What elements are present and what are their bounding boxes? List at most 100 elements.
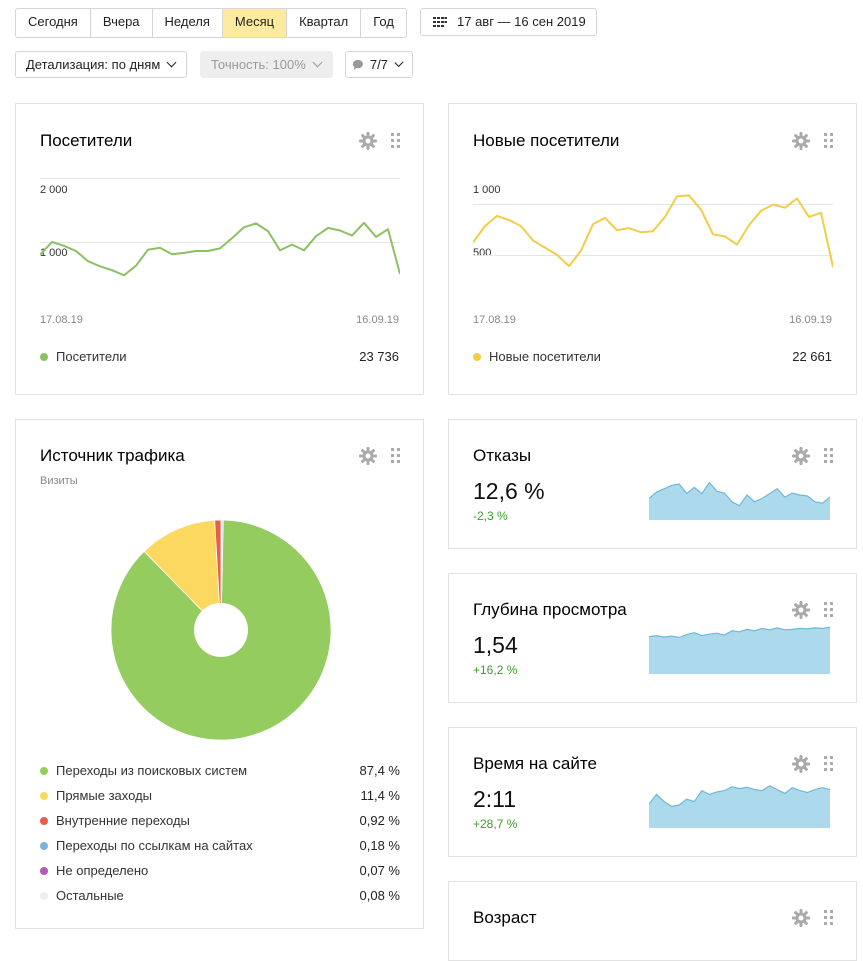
widget-tools [359,132,401,150]
time-title: Время на сайте [473,754,597,773]
drag-handle-icon[interactable] [824,756,834,772]
period-quarter-button[interactable]: Квартал [287,9,362,37]
new-visitors-legend: Новые посетители [473,349,601,364]
traffic-source-label: Прямые заходы [56,788,153,803]
drag-handle-icon[interactable] [391,133,401,149]
drag-handle-icon[interactable] [824,133,834,149]
series-line [40,221,400,277]
pie-slice [214,519,222,631]
traffic-source-row[interactable]: Переходы из поисковых систем 87,4 % [40,763,400,778]
widget-tools [792,755,834,773]
legend-dot [40,816,48,825]
gear-icon[interactable] [792,447,810,465]
detail-dropdown-label: Детализация: по дням [26,57,161,72]
legend-dot [40,866,48,875]
period-year-button[interactable]: Год [361,9,406,37]
drag-handle-icon[interactable] [824,602,834,618]
gear-icon[interactable] [792,601,810,619]
widget-tools [792,132,834,150]
traffic-source-widget: Источник трафика Визиты Переходы из поис… [15,419,424,929]
series-line [473,194,833,268]
new-visitors-widget: Новые посетители 1 000 500 17.08.19 16.0… [448,103,857,395]
y-tick-label: 1 000 [473,184,501,196]
traffic-source-label: Внутренние переходы [56,813,190,828]
sparkline-line [649,785,830,808]
bounce-sparkline [649,481,830,520]
time-sparkline [649,785,830,828]
gear-icon[interactable] [792,755,810,773]
comments-dropdown[interactable]: 7/7 [345,51,413,78]
visitors-title: Посетители [40,131,133,150]
depth-title: Глубина просмотра [473,600,627,619]
bounce-title: Отказы [473,446,532,465]
traffic-subtitle: Визиты [40,475,78,487]
x-end-date: 16.09.19 [789,314,832,326]
widget-tools [792,601,834,619]
widget-tools [359,447,401,465]
depth-delta: +16,2 % [473,663,518,677]
donut-hole [194,603,248,657]
legend-dot [40,841,48,850]
legend-dot [40,766,48,775]
traffic-source-row[interactable]: Прямые заходы 11,4 % [40,788,400,803]
gear-icon[interactable] [359,447,377,465]
period-month-button[interactable]: Месяц [222,9,288,37]
drag-handle-icon[interactable] [824,910,834,926]
traffic-source-percent: 87,4 % [359,763,400,778]
legend-dot [40,791,48,800]
drag-handle-icon[interactable] [391,448,401,464]
visitors-widget: Посетители 2 000 1 000 17.08.19 16.09.19… [15,103,424,395]
gear-icon[interactable] [792,909,810,927]
bounce-delta: -2,3 % [473,509,508,523]
x-start-date: 17.08.19 [473,314,516,326]
new-visitors-title: Новые посетители [473,131,620,150]
legend-label: Новые посетители [489,349,601,364]
accuracy-dropdown-label: Точность: 100% [211,57,306,72]
new-visitors-line-chart [473,194,833,268]
gear-icon[interactable] [359,132,377,150]
time-widget: Время на сайте 2:11 +28,7 % [448,727,857,857]
legend-label: Посетители [56,349,127,364]
legend-dot [473,352,481,361]
period-week-button[interactable]: Неделя [152,9,223,37]
period-switcher: Сегодня Вчера Неделя Месяц Квартал Год [15,8,407,38]
date-range-button[interactable]: 17 авг — 16 сен 2019 [420,8,597,36]
time-value: 2:11 [473,786,517,812]
period-today-button[interactable]: Сегодня [16,9,91,37]
sparkline-area [649,482,830,520]
traffic-source-label: Остальные [56,888,124,903]
detail-dropdown[interactable]: Детализация: по дням [15,51,187,78]
visitors-total: 23 736 [359,349,399,364]
y-tick-label: 2 000 [40,184,68,196]
period-segmented-control: Сегодня Вчера Неделя Месяц Квартал Год [15,8,407,38]
period-yesterday-button[interactable]: Вчера [90,9,153,37]
traffic-source-row[interactable]: Не определено 0,07 % [40,863,400,878]
bounce-widget: Отказы 12,6 % -2,3 % [448,419,857,549]
traffic-source-row[interactable]: Остальные 0,08 % [40,888,400,903]
new-visitors-total: 22 661 [792,349,832,364]
sparkline-line [649,626,830,639]
age-title: Возраст [473,908,537,927]
depth-value: 1,54 [473,632,518,658]
calendar-icon [433,17,447,27]
traffic-source-percent: 0,18 % [359,838,400,853]
visitors-line-chart [40,178,400,277]
y-tick-label: 1 000 [40,247,68,259]
widget-tools [792,447,834,465]
traffic-source-row[interactable]: Переходы по ссылкам на сайтах 0,18 % [40,838,400,853]
traffic-source-label: Переходы по ссылкам на сайтах [56,838,253,853]
age-widget: Возраст [448,881,857,961]
traffic-source-row[interactable]: Внутренние переходы 0,92 % [40,813,400,828]
gear-icon[interactable] [792,132,810,150]
depth-widget: Глубина просмотра 1,54 +16,2 % [448,573,857,703]
drag-handle-icon[interactable] [824,448,834,464]
date-range-label: 17 авг — 16 сен 2019 [457,14,586,29]
bounce-value: 12,6 % [473,478,545,504]
traffic-source-label: Переходы из поисковых систем [56,763,248,778]
chevron-down-icon [394,57,404,68]
sparkline-area [649,785,830,828]
traffic-title: Источник трафика [40,446,185,465]
pie-slice [143,519,222,632]
widget-tools [792,909,834,927]
comments-dropdown-label: 7/7 [369,57,388,72]
